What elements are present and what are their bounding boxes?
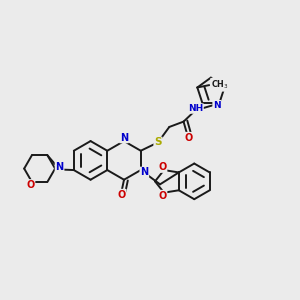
Text: O: O: [26, 180, 34, 190]
Text: N: N: [213, 101, 221, 110]
Text: O: O: [158, 162, 166, 172]
Text: O: O: [184, 133, 193, 143]
Text: N: N: [140, 167, 148, 177]
Text: O: O: [118, 190, 126, 200]
Text: N: N: [217, 82, 225, 91]
Text: O: O: [158, 190, 166, 201]
Text: N: N: [56, 162, 64, 172]
Text: N: N: [120, 133, 128, 142]
Text: NH: NH: [188, 104, 203, 113]
Text: S: S: [154, 137, 162, 147]
Text: H: H: [214, 78, 220, 87]
Text: CH$_3$: CH$_3$: [211, 78, 229, 91]
